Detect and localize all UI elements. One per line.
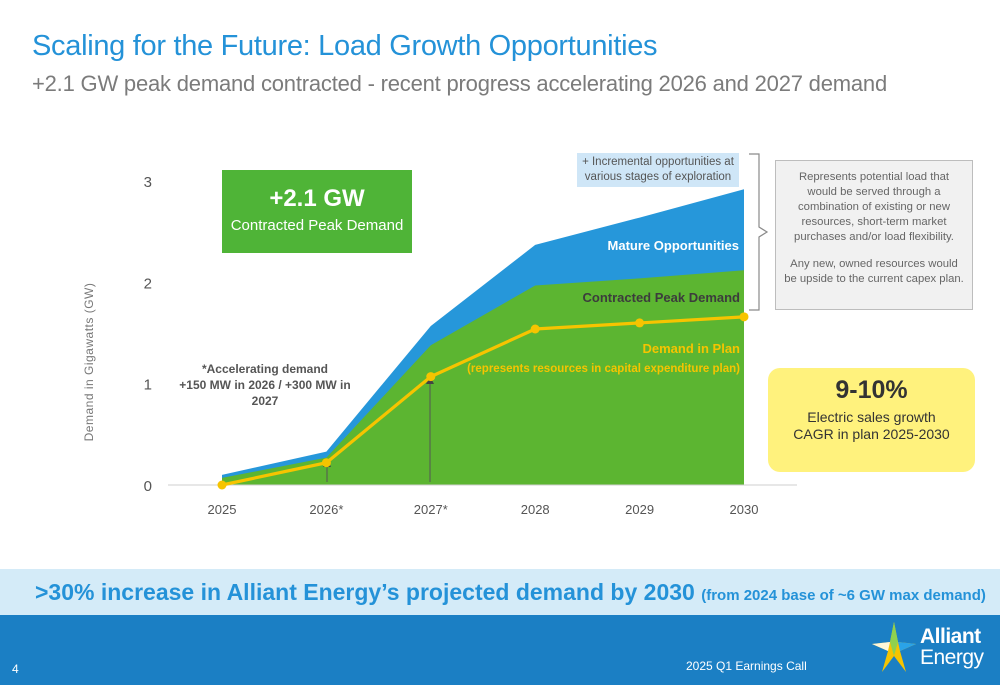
demand-in-plan-point (321, 458, 331, 468)
x-tick-label: 2025 (208, 502, 237, 517)
x-tick-label: 2029 (625, 502, 654, 517)
contracted-gw-value: +2.1 GW (269, 185, 365, 212)
mature-opportunities-label: Mature Opportunities (608, 238, 739, 253)
contracted-demand-callout: +2.1 GW Contracted Peak Demand (222, 170, 412, 253)
logo-line1: Alliant (920, 625, 981, 648)
accelerating-demand-line1: *Accelerating demand (201, 362, 329, 376)
logo-line2: Energy (920, 646, 984, 669)
alliant-energy-logo: Alliant Energy (870, 620, 990, 680)
demand-in-plan-point (635, 318, 645, 328)
incremental-opportunities-note: + Incremental opportunities at various s… (577, 153, 739, 187)
y-tick-label: 0 (144, 478, 152, 495)
sales-growth-caption: Electric sales growth CAGR in plan 2025-… (793, 409, 950, 442)
banner-main: >30% increase in Alliant Energy’s projec… (35, 579, 695, 605)
x-tick-label: 2030 (730, 502, 759, 517)
accelerating-demand-note: *Accelerating demand +150 MW in 2026 / +… (165, 361, 365, 409)
demand-in-plan-point (217, 480, 227, 490)
contracted-gw-caption: Contracted Peak Demand (230, 217, 404, 234)
x-tick-label: 2028 (521, 502, 550, 517)
potential-load-text-1: Represents potential load that would be … (794, 171, 954, 243)
y-axis-label: Demand in Gigawatts (GW) (82, 283, 96, 442)
demand-in-plan-label: Demand in Plan (642, 341, 740, 356)
page-title: Scaling for the Future: Load Growth Oppo… (32, 30, 658, 62)
potential-load-note: Represents potential load that would be … (775, 160, 973, 310)
demand-chart: Demand in Gigawatts (GW) 0 1 2 3 2025 2026* 2… (82, 153, 797, 517)
range-bracket (749, 153, 769, 311)
y-tick-label: 2 (144, 275, 152, 292)
sales-growth-callout: 9-10% Electric sales growth CAGR in plan… (768, 368, 975, 472)
banner-paren: (from 2024 base of ~6 GW max demand) (701, 587, 986, 604)
logo-wordmark: Alliant Energy (920, 626, 984, 668)
demand-increase-banner: >30% increase in Alliant Energy’s projec… (0, 569, 1000, 615)
demand-in-plan-point (739, 312, 749, 322)
contracted-peak-demand-label: Contracted Peak Demand (583, 290, 741, 305)
x-tick-label: 2026* (309, 502, 343, 517)
page-subtitle: +2.1 GW peak demand contracted - recent … (32, 71, 887, 96)
potential-load-text-2: Any new, owned resources would be upside… (784, 258, 964, 285)
demand-in-plan-sublabel: (represents resources in capital expendi… (467, 363, 740, 375)
page-number: 4 (12, 662, 19, 676)
x-tick-label: 2027* (414, 502, 448, 517)
demand-in-plan-point (426, 372, 436, 382)
accelerating-demand-line2: +150 MW in 2026 / +300 MW in 2027 (179, 378, 351, 408)
y-tick-label: 3 (144, 174, 152, 191)
star-logo-icon (872, 622, 916, 672)
demand-in-plan-point (530, 324, 540, 334)
demand-in-plan-line (221, 315, 745, 487)
sales-growth-value: 9-10% (835, 376, 908, 404)
banner-text: >30% increase in Alliant Energy’s projec… (35, 579, 986, 606)
earnings-call-label: 2025 Q1 Earnings Call (686, 659, 807, 673)
y-tick-label: 1 (144, 377, 152, 394)
footer-bar: 4 2025 Q1 Earnings Call Alliant Energy (0, 615, 1000, 685)
